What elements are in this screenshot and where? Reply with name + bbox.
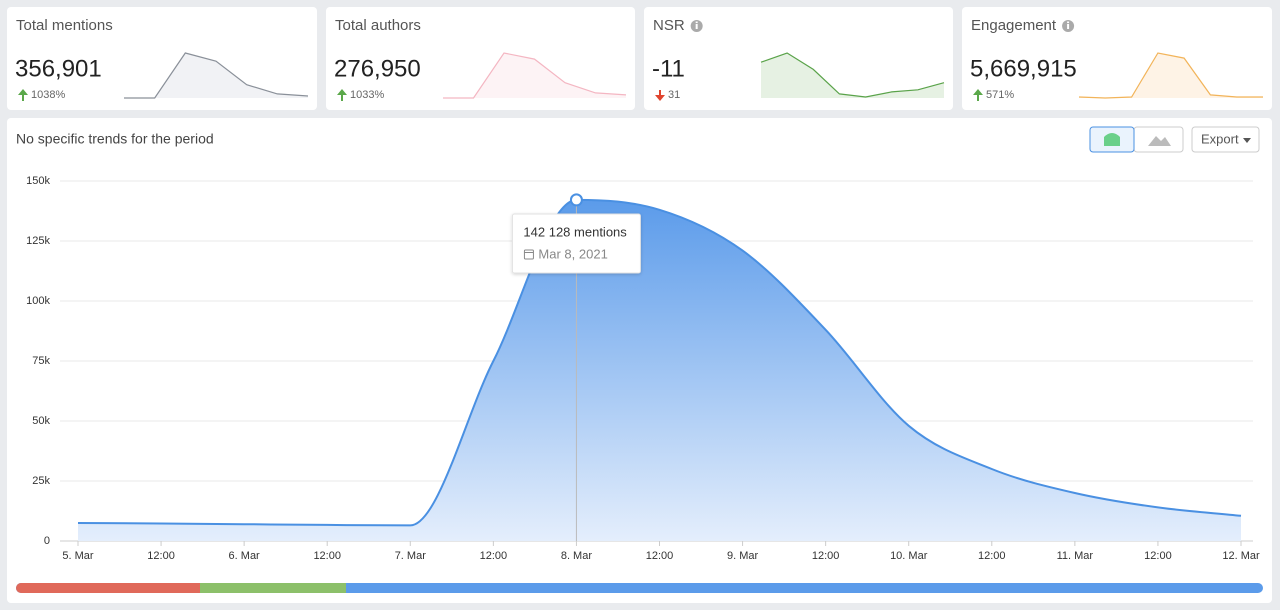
calendar-icon <box>523 249 534 260</box>
card: Total mentions 356,901 1038% <box>7 7 317 110</box>
info-icon-mark <box>1067 24 1070 29</box>
card: NSR -11 31 <box>644 7 953 110</box>
x-tick-label: 6. Mar <box>229 550 261 562</box>
sparkline <box>1078 52 1263 99</box>
y-tick-label: 50k <box>32 415 50 427</box>
card-title: Total authors <box>335 17 421 34</box>
positive-segment <box>200 583 346 593</box>
export-label[interactable]: Export <box>1201 131 1239 146</box>
tooltip-value: 142 128 mentions <box>523 224 627 239</box>
plot: 0 25k 50k 75k 100k 125k 150k 5. Mar 12:00 6. Mar 1… <box>26 175 1260 562</box>
x-tick-label: 12:00 <box>812 550 840 562</box>
x-tick-label: 12:00 <box>646 550 674 562</box>
x-tick-label: 11. Mar <box>1057 550 1094 562</box>
hover-point <box>569 193 583 207</box>
info-icon-dot <box>1067 21 1070 24</box>
sparkline-area <box>124 53 308 98</box>
tooltip-box <box>511 213 641 274</box>
card: Engagement 5,669,915 571% <box>962 7 1272 110</box>
card-value: -11 <box>652 55 685 82</box>
x-tick-label: 5. Mar <box>62 550 94 562</box>
sparkline-area <box>1079 53 1263 98</box>
x-tick-label: 12:00 <box>480 550 508 562</box>
caret <box>1243 138 1251 143</box>
card-change: 571% <box>986 89 1014 101</box>
y-tick-label: 100k <box>26 295 50 307</box>
x-tick-label: 12:00 <box>313 550 341 562</box>
y-tick-label: 125k <box>26 235 50 247</box>
x-tick-label: 7. Mar <box>395 550 427 562</box>
sparkline-area <box>443 53 626 98</box>
y-tick-label: 0 <box>44 535 50 547</box>
sparkline <box>760 52 945 98</box>
card-change: 31 <box>668 89 680 101</box>
sentiment-icon <box>1104 133 1120 146</box>
card-value: 276,950 <box>334 55 421 82</box>
card-title: Engagement <box>971 17 1057 34</box>
card: Total authors 276,950 1033% <box>326 7 635 110</box>
view-toggle[interactable] <box>1089 126 1184 153</box>
x-tick-label: 8. Mar <box>561 550 593 562</box>
sentiment-bar <box>16 583 1263 593</box>
trend-arrow <box>973 89 983 101</box>
export-box[interactable] <box>1191 126 1260 153</box>
y-tick-label: 150k <box>26 175 50 187</box>
chart-title: No specific trends for the period <box>16 131 214 147</box>
area-icon <box>1148 136 1171 146</box>
info-icon-mark <box>695 24 698 29</box>
x-tick-label: 12:00 <box>147 550 175 562</box>
trend-arrow <box>337 89 347 101</box>
info-icon-dot <box>695 21 698 24</box>
card-change: 1038% <box>31 89 65 101</box>
card-title: Total mentions <box>16 17 113 34</box>
card-title: NSR <box>653 17 685 34</box>
trend-arrow <box>18 89 28 101</box>
x-tick-label: 12. Mar <box>1222 550 1260 562</box>
area-fill <box>78 199 1241 541</box>
x-tick-label: 12:00 <box>1144 550 1172 562</box>
y-tick-label: 25k <box>32 475 50 487</box>
card-change: 1033% <box>350 89 384 101</box>
sparkline <box>124 52 309 99</box>
y-tick-label: 75k <box>32 355 50 367</box>
area-line <box>77 198 1242 527</box>
sparkline <box>443 52 627 99</box>
card-value: 356,901 <box>15 55 102 82</box>
tooltip-date: Mar 8, 2021 <box>538 246 607 261</box>
tooltip: 142 128 mentions Mar 8, 2021 <box>511 213 641 274</box>
x-tick-label: 9. Mar <box>727 550 759 562</box>
card-value: 5,669,915 <box>970 55 1077 82</box>
negative-segment <box>16 583 200 593</box>
x-tick-label: 10. Mar <box>890 550 928 562</box>
trend-arrow <box>655 90 665 101</box>
cards: Total mentions 356,901 1038% Total authors 2… <box>7 7 1272 110</box>
sparkline-area <box>761 53 944 98</box>
export-button[interactable]: Export <box>1191 126 1260 153</box>
x-tick-label: 12:00 <box>978 550 1006 562</box>
card-box <box>644 7 953 110</box>
